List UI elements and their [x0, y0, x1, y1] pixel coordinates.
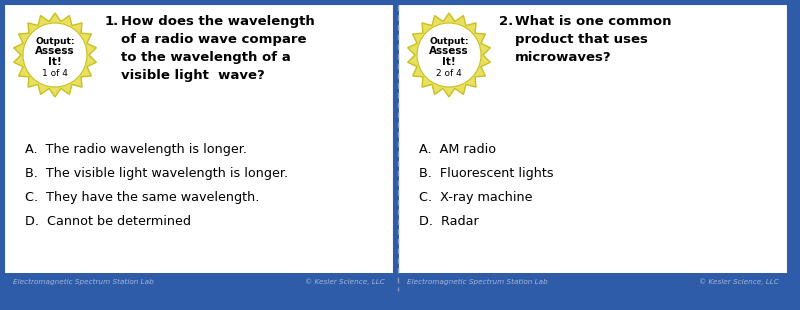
Text: C.  X-ray machine: C. X-ray machine — [419, 191, 533, 204]
Text: Assess: Assess — [35, 46, 75, 56]
Text: B.  Fluorescent lights: B. Fluorescent lights — [419, 167, 554, 180]
Circle shape — [417, 23, 481, 87]
Text: A.  The radio wavelength is longer.: A. The radio wavelength is longer. — [25, 143, 247, 156]
Text: It!: It! — [48, 57, 62, 67]
Text: What is one common
product that uses
microwaves?: What is one common product that uses mic… — [515, 15, 671, 64]
FancyBboxPatch shape — [398, 4, 788, 292]
Text: How does the wavelength
of a radio wave compare
to the wavelength of a
visible l: How does the wavelength of a radio wave … — [121, 15, 314, 82]
FancyBboxPatch shape — [5, 273, 393, 291]
Text: Output:: Output: — [35, 37, 74, 46]
Text: B.  The visible light wavelength is longer.: B. The visible light wavelength is longe… — [25, 167, 288, 180]
Text: C.  They have the same wavelength.: C. They have the same wavelength. — [25, 191, 259, 204]
Polygon shape — [408, 13, 490, 97]
Text: Electromagnetic Spectrum Station Lab: Electromagnetic Spectrum Station Lab — [407, 279, 548, 285]
Text: 2 of 4: 2 of 4 — [436, 69, 462, 78]
Text: Assess: Assess — [429, 46, 469, 56]
Text: © Kesler Science, LLC: © Kesler Science, LLC — [699, 279, 779, 285]
Text: Output:: Output: — [430, 37, 469, 46]
Text: 2.: 2. — [499, 15, 514, 28]
Text: D.  Radar: D. Radar — [419, 215, 478, 228]
FancyBboxPatch shape — [4, 4, 394, 292]
Text: Electromagnetic Spectrum Station Lab: Electromagnetic Spectrum Station Lab — [13, 279, 154, 285]
Text: © Kesler Science, LLC: © Kesler Science, LLC — [305, 279, 385, 285]
Text: It!: It! — [442, 57, 456, 67]
Text: D.  Cannot be determined: D. Cannot be determined — [25, 215, 191, 228]
Text: 1 of 4: 1 of 4 — [42, 69, 68, 78]
Polygon shape — [14, 13, 96, 97]
FancyBboxPatch shape — [399, 273, 787, 291]
Circle shape — [23, 23, 87, 87]
Text: 1.: 1. — [105, 15, 119, 28]
Text: A.  AM radio: A. AM radio — [419, 143, 496, 156]
